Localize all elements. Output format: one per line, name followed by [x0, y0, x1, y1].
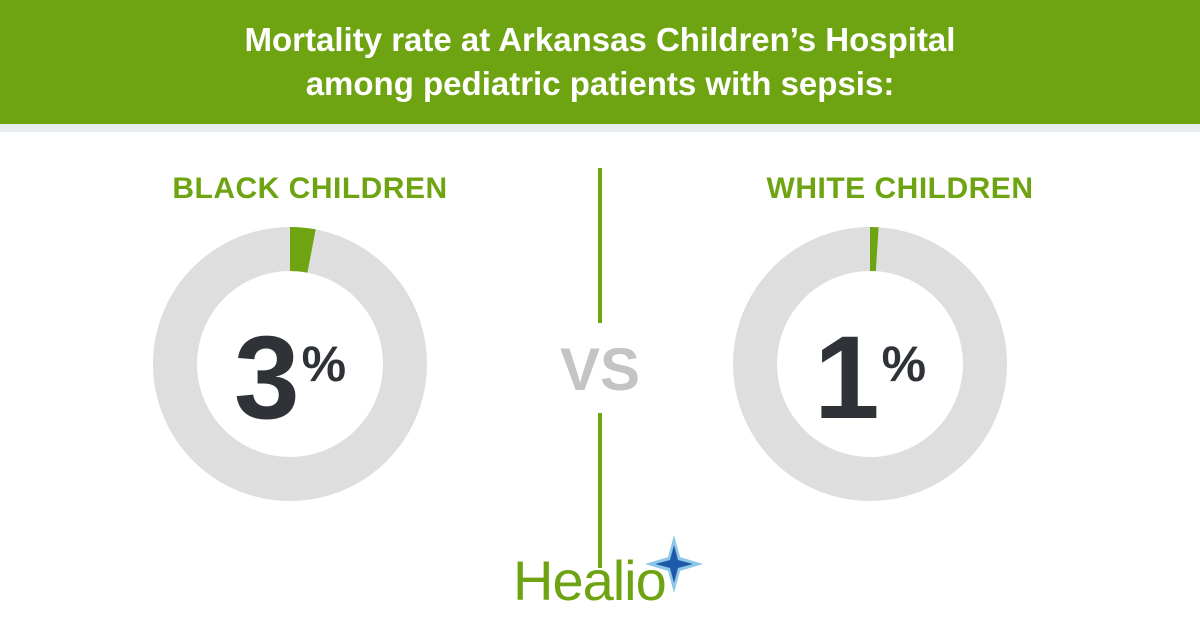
- title-line-1: Mortality rate at Arkansas Children’s Ho…: [244, 21, 956, 58]
- logo-wordmark: Healio: [513, 549, 667, 612]
- star-icon: [645, 535, 703, 593]
- black-children-label: BLACK CHILDREN: [172, 172, 448, 205]
- donut-value-arc: [289, 227, 316, 273]
- healio-logo: Healio: [513, 535, 703, 613]
- value-number: 3: [233, 312, 300, 444]
- title-line-2: among pediatric patients with sepsis:: [305, 65, 895, 102]
- white-children-value: 1 %: [770, 318, 970, 448]
- value-number: 1: [813, 312, 880, 444]
- percent-sign: %: [301, 336, 347, 392]
- vertical-divider-top: [598, 168, 602, 323]
- star-core: [655, 545, 693, 583]
- vertical-divider-bottom: [598, 413, 602, 568]
- black-children-donut: [153, 227, 427, 501]
- versus-label: VS: [559, 336, 641, 403]
- header-divider: [0, 124, 1200, 132]
- black-children-value: 3 %: [190, 318, 390, 448]
- white-children-label: WHITE CHILDREN: [766, 172, 1034, 205]
- white-children-donut: [733, 227, 1007, 501]
- header-banner: Mortality rate at Arkansas Children’s Ho…: [0, 0, 1200, 124]
- percent-sign: %: [881, 336, 927, 392]
